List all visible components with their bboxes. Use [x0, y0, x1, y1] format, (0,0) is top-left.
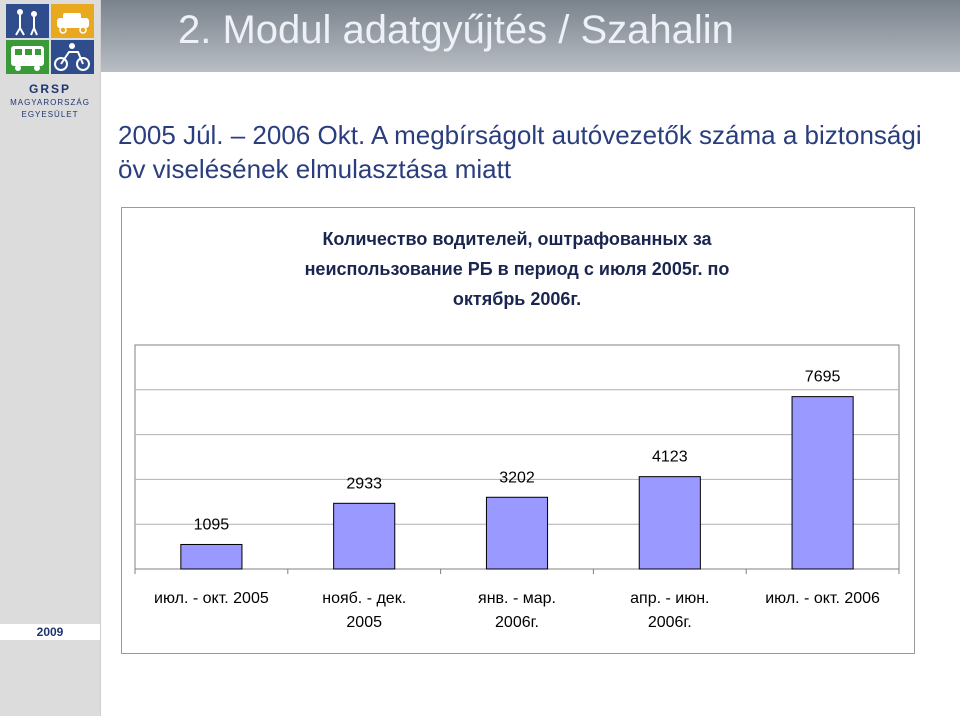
x-tick-label: янв. - мар.: [478, 590, 556, 607]
logo-org-line2: EGYESÜLET: [21, 110, 79, 119]
x-tick-label: июл. - окт. 2006: [765, 590, 880, 607]
bar-value-label: 2933: [346, 475, 382, 492]
bar-3: [485, 496, 549, 570]
x-tick-label: 2006г.: [495, 614, 539, 631]
bar-5: [791, 396, 854, 570]
year-label: 2009: [0, 624, 100, 640]
bar-2: [333, 502, 396, 570]
sidebar: GRSP MAGYARORSZÁG EGYESÜLET 2009: [0, 0, 101, 716]
chart-title: Количество водителей, оштрафованных за н…: [121, 224, 913, 314]
slide-subtitle: 2005 Júl. – 2006 Okt. A megbírságolt aut…: [118, 120, 922, 184]
bar-4: [638, 476, 701, 570]
bar-value-label: 3202: [499, 469, 535, 486]
x-tick-label: апр. - июн.: [630, 590, 709, 607]
bar-value-label: 4123: [652, 449, 688, 466]
logo-name: GRSP: [28, 82, 71, 96]
x-tick-label: 2006г.: [648, 614, 692, 631]
x-tick-label: июл. - окт. 2005: [154, 590, 269, 607]
grsp-logo-icon: [6, 4, 94, 74]
chart-title-line: Количество водителей, оштрафованных за: [322, 229, 712, 249]
chart-title-line: октябрь 2006г.: [452, 289, 582, 309]
bar-value-label: 7695: [805, 369, 841, 386]
page-title: 2. Modul adatgyűjtés / Szahalin: [178, 8, 734, 52]
logo-org-line1: MAGYARORSZÁG: [10, 98, 90, 107]
bar-1: [180, 543, 243, 570]
bar-value-label: 1095: [194, 516, 230, 533]
x-tick-label: 2005: [346, 614, 382, 631]
header-bar: [100, 0, 960, 72]
chart-title-line: неиспользование РБ в период с июля 2005г…: [304, 259, 730, 279]
x-tick-label: нояб. - дек.: [322, 590, 406, 607]
